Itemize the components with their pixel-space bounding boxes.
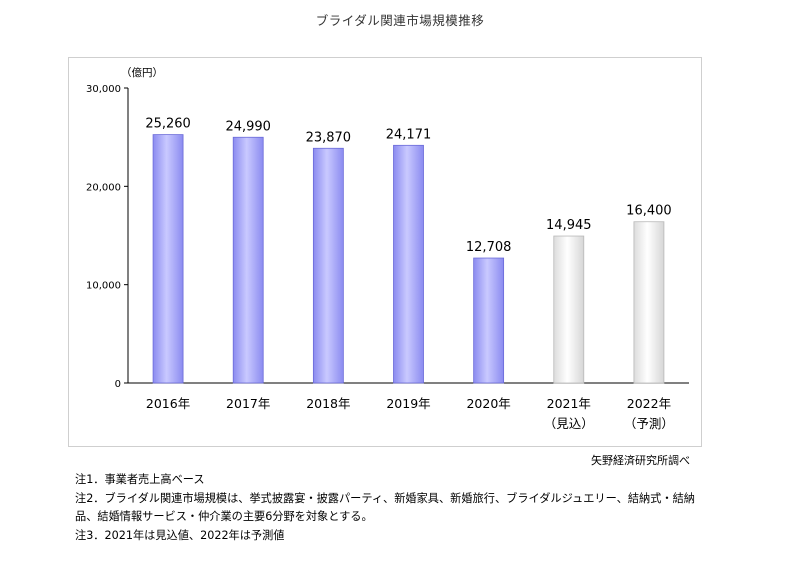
y-tick-label: 20,000 xyxy=(86,182,121,193)
x-tick-label: 2019年 xyxy=(386,396,430,411)
y-axis-unit-label: （億円） xyxy=(121,66,163,79)
x-tick-label: 2016年 xyxy=(146,396,190,411)
bar-value-label: 12,708 xyxy=(466,240,512,255)
actual-bar xyxy=(393,144,424,384)
footnote-3: 注3．2021年は見込値、2022年は予測値 xyxy=(75,528,285,542)
x-tick-label: 2017年 xyxy=(226,396,270,411)
x-tick-label: 2018年 xyxy=(306,396,350,411)
actual-bar xyxy=(473,257,505,384)
chart-area: （億円） 0 10,000 20,000 30,000 25,260 2016年 24,990… xyxy=(68,57,702,447)
actual-bar xyxy=(232,136,264,384)
bar-chart: （億円） 0 10,000 20,000 30,000 25,260 2016年 24,990… xyxy=(86,66,689,431)
bar-value-label: 14,945 xyxy=(546,218,592,233)
actual-bar xyxy=(312,147,344,384)
bar-value-label: 25,260 xyxy=(145,117,191,132)
y-tick-label: 30,000 xyxy=(86,84,121,95)
y-tick-label: 10,000 xyxy=(86,281,121,292)
source-credit: 矢野経済研究所調べ xyxy=(591,454,690,467)
forecast-bar xyxy=(633,221,665,384)
x-tick-sublabel: （予測） xyxy=(624,416,674,431)
x-tick-label: 2021年 xyxy=(547,396,591,411)
footnote-2: 注2．ブライダル関連市場規模は、挙式披露宴・披露パーティ、新婚家具、新婚旅行、ブ… xyxy=(75,491,695,524)
actual-bar xyxy=(152,134,184,384)
chart-title: ブライダル関連市場規模推移 xyxy=(315,13,485,28)
bar-value-label: 23,870 xyxy=(306,130,352,145)
y-tick-label: 0 xyxy=(115,379,121,390)
x-tick-sublabel: （見込） xyxy=(544,416,594,431)
footnote-1: 注1．事業者売上高ベース xyxy=(75,473,205,486)
footnotes: 注1．事業者売上高ベース 注2．ブライダル関連市場規模は、挙式披露宴・披露パーテ… xyxy=(75,471,715,545)
x-tick-label: 2022年 xyxy=(627,396,671,411)
x-tick-label: 2020年 xyxy=(466,396,510,411)
forecast-bar xyxy=(553,235,585,384)
bar-value-label: 24,990 xyxy=(225,119,271,134)
bar-value-label: 24,171 xyxy=(386,127,432,142)
bar-value-label: 16,400 xyxy=(626,204,672,219)
